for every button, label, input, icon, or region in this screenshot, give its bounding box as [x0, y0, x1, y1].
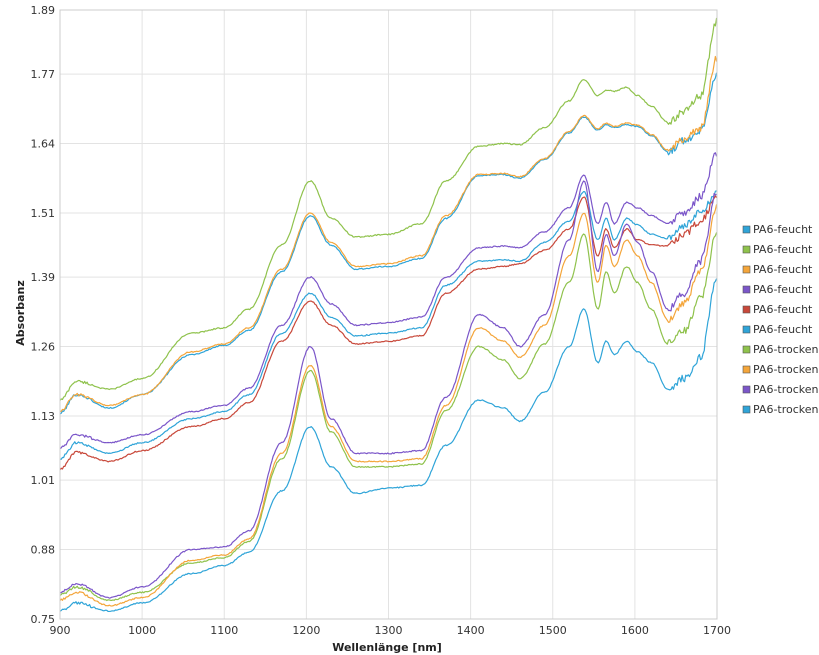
legend-label: PA6-trocken — [753, 363, 819, 376]
legend-swatch — [742, 265, 751, 274]
x-tick-label: 1700 — [703, 624, 731, 637]
legend-label: PA6-feucht — [753, 223, 813, 236]
y-tick-label: 1.64 — [31, 138, 56, 151]
legend-swatch — [742, 345, 751, 354]
series-line — [59, 195, 718, 471]
y-tick-label: 1.13 — [31, 410, 56, 423]
x-tick-label: 1200 — [292, 624, 320, 637]
legend-label: PA6-feucht — [753, 323, 813, 336]
legend-label: PA6-feucht — [753, 283, 813, 296]
y-tick-label: 0.88 — [31, 544, 56, 557]
y-tick-label: 1.51 — [31, 207, 56, 220]
grid — [59, 9, 718, 620]
legend-label: PA6-trocken — [753, 403, 819, 416]
x-tick-label: 1000 — [128, 624, 156, 637]
series-line — [59, 190, 717, 460]
legend: PA6-feucht PA6-feucht PA6-feucht PA6-feucht… — [742, 223, 819, 416]
legend-label: PA6-trocken — [753, 383, 819, 396]
series-line — [59, 152, 718, 450]
x-axis-ticks: 900 1000 1100 1200 1300 1400 1500 1600 1700 — [50, 624, 732, 637]
y-tick-label: 1.39 — [31, 271, 56, 284]
x-tick-label: 1300 — [375, 624, 403, 637]
legend-label: PA6-trocken — [753, 343, 819, 356]
x-tick-label: 1100 — [210, 624, 238, 637]
x-axis-title: Wellenlänge [nm] — [332, 641, 442, 654]
y-tick-label: 1.89 — [31, 4, 56, 17]
x-tick-label: 1600 — [621, 624, 649, 637]
legend-swatch — [742, 285, 751, 294]
x-tick-label: 1400 — [457, 624, 485, 637]
legend-label: PA6-feucht — [753, 263, 813, 276]
y-axis-title: Absorbanz — [14, 280, 27, 345]
series-layer — [59, 17, 718, 613]
series-line — [59, 278, 718, 613]
x-tick-label: 900 — [50, 624, 71, 637]
legend-swatch — [742, 405, 751, 414]
legend-swatch — [742, 305, 751, 314]
y-tick-label: 1.26 — [31, 341, 56, 354]
plot-border — [59, 9, 718, 620]
legend-swatch — [742, 365, 751, 374]
legend-swatch — [742, 225, 751, 234]
y-axis-ticks: 0.75 0.88 1.01 1.13 1.26 1.39 1.51 1.64 1.77 1.89 — [31, 4, 56, 626]
y-tick-label: 1.77 — [31, 68, 56, 81]
legend-swatch — [742, 245, 751, 254]
series-line — [59, 17, 718, 401]
series-line — [59, 72, 718, 415]
legend-label: PA6-feucht — [753, 243, 813, 256]
legend-swatch — [742, 325, 751, 334]
y-tick-label: 0.75 — [31, 613, 56, 626]
legend-label: PA6-feucht — [753, 303, 813, 316]
x-tick-label: 1500 — [539, 624, 567, 637]
y-tick-label: 1.01 — [31, 474, 56, 487]
series-line — [59, 55, 718, 412]
series-line — [59, 180, 717, 599]
series-line — [59, 204, 718, 607]
legend-swatch — [742, 385, 751, 394]
